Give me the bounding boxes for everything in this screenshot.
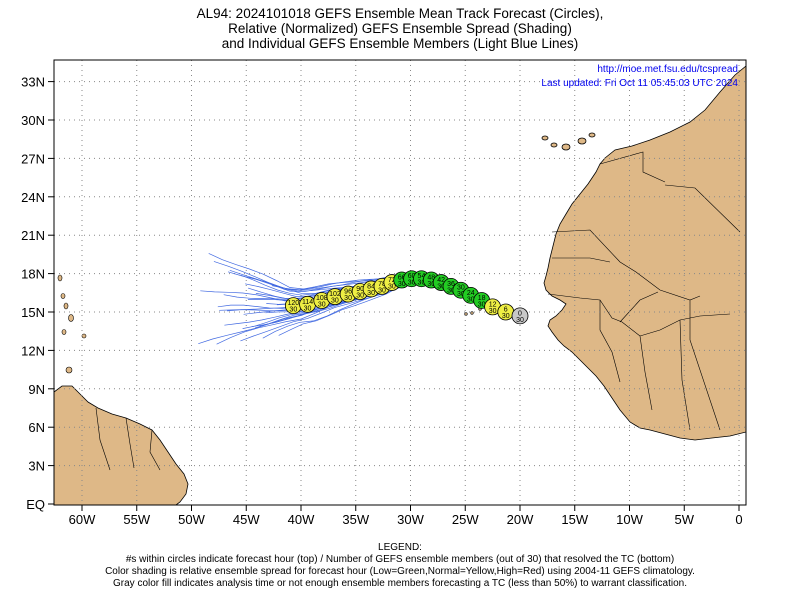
forecast-hour-label: 24 (467, 290, 475, 297)
member-count-label: 30 (388, 284, 396, 291)
legend-line-2: Color shading is relative ensemble sprea… (105, 566, 695, 577)
forecast-hour-label: 114 (302, 299, 313, 306)
lat-tick-label: 18N (21, 267, 45, 282)
lat-tick-label: 15N (21, 305, 45, 320)
lon-tick-label: 40W (288, 512, 315, 527)
member-count-label: 30 (437, 284, 445, 291)
legend: LEGEND: #s within circles indicate forec… (0, 542, 800, 590)
land-south-america (54, 385, 189, 505)
member-count-label: 30 (457, 291, 465, 298)
forecast-hour-label: 54 (418, 273, 426, 280)
forecast-hour-label: 36 (447, 281, 455, 288)
forecast-hour-label: 90 (356, 286, 364, 293)
title-line-1: AL94: 2024101018 GEFS Ensemble Mean Trac… (196, 6, 604, 21)
forecast-hour-label: 66 (398, 275, 406, 282)
forecast-hour-label: 12 (489, 301, 497, 308)
land-africa (543, 65, 746, 505)
legend-line-3: Gray color fill indicates analysis time … (113, 578, 687, 589)
lat-tick-label: 3N (28, 459, 45, 474)
lon-tick-label: 20W (507, 512, 534, 527)
caribbean-islands (57, 274, 87, 374)
lat-tick-label: 6N (28, 420, 45, 435)
mean-track: 1203011430108301023096309030843078307230… (284, 270, 529, 325)
member-count-label: 30 (318, 301, 326, 308)
credit-url[interactable]: http://moe.met.fsu.edu/tcspread (597, 64, 738, 75)
lon-tick-label: 50W (178, 512, 205, 527)
lat-tick-label: 12N (21, 343, 45, 358)
lon-tick-label: 45W (233, 512, 260, 527)
member-count-label: 30 (478, 301, 486, 308)
member-count-label: 30 (418, 280, 426, 287)
legend-heading: LEGEND: (378, 542, 422, 553)
member-count-label: 30 (331, 298, 339, 305)
forecast-hour-label: 102 (329, 291, 341, 298)
forecast-hour-label: 78 (378, 281, 386, 288)
member-count-label: 30 (398, 281, 406, 288)
forecast-hour-label: 0 (518, 310, 522, 317)
forecast-hour-label: 30 (457, 285, 465, 292)
lat-tick-label: EQ (26, 497, 45, 512)
forecast-hour-label: 60 (408, 273, 416, 280)
legend-line-1: #s within circles indicate forecast hour… (125, 554, 675, 565)
member-count-label: 30 (502, 313, 510, 320)
lon-tick-label: 60W (69, 512, 96, 527)
track-point[interactable]: 030 (511, 307, 529, 325)
forecast-hour-label: 120 (287, 300, 299, 307)
member-count-label: 30 (289, 307, 297, 314)
lat-tick-label: 30N (21, 113, 45, 128)
lat-tick-label: 9N (28, 382, 45, 397)
canary-islands (541, 132, 596, 151)
country-borders (547, 151, 741, 431)
member-count-label: 30 (304, 305, 312, 312)
title-line-2: Relative (Normalized) GEFS Ensemble Spre… (228, 21, 572, 36)
lon-tick-label: 10W (616, 512, 643, 527)
forecast-hour-label: 18 (478, 295, 486, 302)
lon-tick-label: 15W (561, 512, 588, 527)
forecast-hour-label: 96 (344, 289, 352, 296)
member-count-label: 30 (467, 296, 475, 303)
member-count-label: 30 (516, 317, 524, 324)
forecast-hour-label: 6 (504, 307, 508, 314)
plot-frame (53, 59, 747, 506)
lat-tick-label: 21N (21, 228, 45, 243)
forecast-hour-label: 42 (437, 277, 445, 284)
track-circle (511, 307, 529, 325)
lon-tick-label: 35W (342, 512, 369, 527)
track-point[interactable]: 630 (497, 303, 515, 321)
member-count-label: 30 (447, 287, 455, 294)
member-count-label: 30 (367, 290, 375, 297)
lat-tick-label: 33N (21, 75, 45, 90)
forecast-hour-label: 72 (388, 277, 396, 284)
member-count-label: 30 (408, 280, 416, 287)
forecast-hour-label: 108 (316, 295, 328, 302)
chart-title: AL94: 2024101018 GEFS Ensemble Mean Trac… (0, 6, 800, 51)
south-america-borders (95, 407, 161, 471)
member-count-label: 30 (356, 293, 364, 300)
member-count-label: 30 (344, 295, 352, 302)
track-map: 1203011430108301023096309030843078307230… (21, 59, 747, 527)
lon-tick-label: 55W (123, 512, 150, 527)
forecast-hour-label: 84 (367, 283, 375, 290)
gridlines (54, 60, 746, 505)
lon-tick-label: 5W (675, 512, 695, 527)
lat-tick-label: 27N (21, 151, 45, 166)
member-count-label: 30 (427, 281, 435, 288)
axis-ticks: 33N 30N 27N 24N 21N 18N 15N 12N 9N 6N 3N EQ 60W 55W 50… (21, 75, 742, 527)
lat-tick-label: 24N (21, 190, 45, 205)
credit-updated: Last updated: Fri Oct 11 05:45:03 UTC 20… (541, 78, 738, 89)
member-count-label: 30 (378, 287, 386, 294)
title-line-3: and Individual GEFS Ensemble Members (Li… (221, 36, 579, 51)
forecast-hour-label: 48 (427, 275, 435, 282)
member-count-label: 30 (489, 308, 497, 315)
lon-tick-label: 30W (397, 512, 424, 527)
lon-tick-label: 25W (452, 512, 479, 527)
lon-tick-label: 0 (735, 512, 742, 527)
